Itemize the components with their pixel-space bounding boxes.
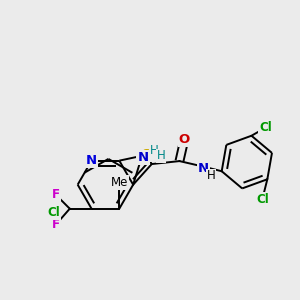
Text: Me: Me xyxy=(111,176,128,189)
Text: Cl: Cl xyxy=(47,206,60,219)
Text: Cl: Cl xyxy=(259,121,272,134)
Text: H: H xyxy=(150,145,158,158)
Text: F: F xyxy=(52,218,60,231)
Text: S: S xyxy=(142,148,151,161)
Text: N: N xyxy=(86,154,97,167)
Text: H: H xyxy=(207,169,215,182)
Text: F: F xyxy=(52,188,60,201)
Text: N: N xyxy=(198,161,209,175)
Text: O: O xyxy=(179,133,190,146)
Text: Cl: Cl xyxy=(256,193,269,206)
Text: H: H xyxy=(157,149,165,162)
Text: N: N xyxy=(137,152,148,164)
